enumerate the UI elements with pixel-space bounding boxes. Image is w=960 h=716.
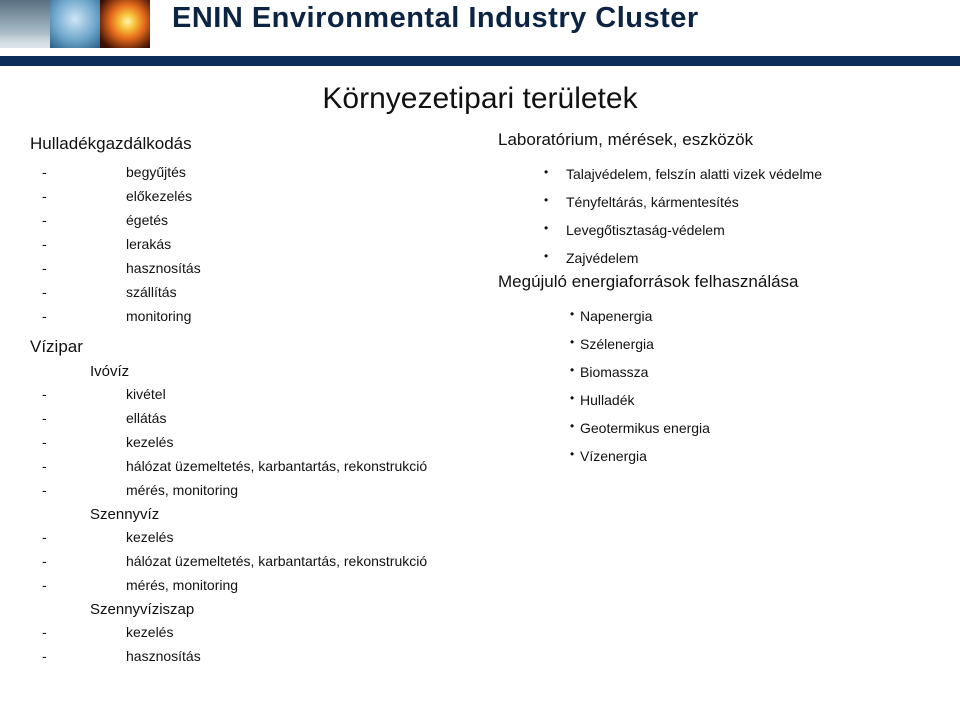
list-item: Levegőtisztaság-védelem xyxy=(498,216,910,244)
list-item: begyűjtés xyxy=(30,160,460,184)
renewables-list: Napenergia Szélenergia Biomassza Hulladé… xyxy=(498,302,910,470)
list-item: égetés xyxy=(30,208,460,232)
content-area: Hulladékgazdálkodás begyűjtés előkezelés… xyxy=(30,130,930,668)
waste-water-subheading: Szennyvíz xyxy=(30,506,460,523)
list-item: Tényfeltárás, kármentesítés xyxy=(498,188,910,216)
waste-heading: Hulladékgazdálkodás xyxy=(30,134,460,154)
sun-swatch xyxy=(100,0,150,48)
list-item: Talajvédelem, felszín alatti vizek védel… xyxy=(498,160,910,188)
list-item: kezelés xyxy=(30,430,460,454)
list-item: hálózat üzemeltetés, karbantartás, rekon… xyxy=(30,549,460,573)
list-item: kivétel xyxy=(30,382,460,406)
list-item: Biomassza xyxy=(498,358,910,386)
renewables-heading: Megújuló energiaforrások felhasználása xyxy=(498,272,910,292)
header-title-area: ENIN Environmental Industry Cluster xyxy=(150,0,960,35)
list-item: szállítás xyxy=(30,280,460,304)
water-heading: Vízipar xyxy=(30,337,460,357)
lab-heading: Laboratórium, mérések, eszközök xyxy=(498,130,910,150)
list-item: kezelés xyxy=(30,620,460,644)
sludge-subheading: Szennyvíziszap xyxy=(30,601,460,618)
list-item: Zajvédelem xyxy=(498,244,910,272)
waste-water-list: kezelés hálózat üzemeltetés, karbantartá… xyxy=(30,525,460,597)
left-column: Hulladékgazdálkodás begyűjtés előkezelés… xyxy=(30,130,460,668)
list-item: lerakás xyxy=(30,232,460,256)
slide-title: Környezetipari területek xyxy=(0,82,960,116)
list-item: Geotermikus energia xyxy=(498,414,910,442)
sludge-list: kezelés hasznosítás xyxy=(30,620,460,668)
list-item: ellátás xyxy=(30,406,460,430)
list-item: Vízenergia xyxy=(498,442,910,470)
list-item: Hulladék xyxy=(498,386,910,414)
water-swatch xyxy=(50,0,100,48)
list-item: mérés, monitoring xyxy=(30,478,460,502)
list-item: kezelés xyxy=(30,525,460,549)
drinking-water-subheading: Ivóvíz xyxy=(30,363,460,380)
site-title: ENIN Environmental Industry Cluster xyxy=(172,2,960,35)
drinking-water-list: kivétel ellátás kezelés hálózat üzemelte… xyxy=(30,382,460,502)
lab-list: Talajvédelem, felszín alatti vizek védel… xyxy=(498,160,910,272)
header-accent-band xyxy=(0,56,960,66)
sky-swatch xyxy=(0,0,50,48)
list-item: hálózat üzemeltetés, karbantartás, rekon… xyxy=(30,454,460,478)
header-band: ENIN Environmental Industry Cluster xyxy=(0,0,960,56)
list-item: hasznosítás xyxy=(30,256,460,280)
list-item: monitoring xyxy=(30,304,460,328)
list-item: Napenergia xyxy=(498,302,910,330)
list-item: előkezelés xyxy=(30,184,460,208)
right-column: Laboratórium, mérések, eszközök Talajvéd… xyxy=(480,130,910,668)
header-image-strip xyxy=(0,0,150,48)
list-item: hasznosítás xyxy=(30,644,460,668)
list-item: Szélenergia xyxy=(498,330,910,358)
list-item: mérés, monitoring xyxy=(30,573,460,597)
waste-list: begyűjtés előkezelés égetés lerakás hasz… xyxy=(30,160,460,329)
